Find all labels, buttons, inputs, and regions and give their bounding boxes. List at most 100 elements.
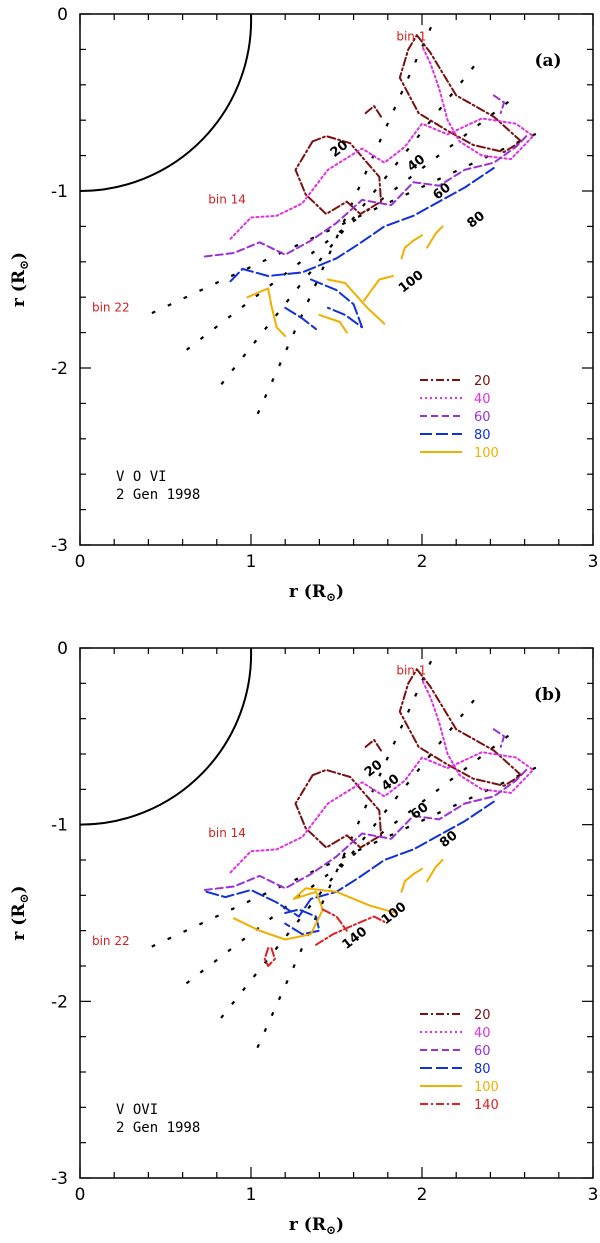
x-axis-title: r (R⊙) xyxy=(289,1215,344,1237)
y-tick-label: -2 xyxy=(51,992,68,1012)
x-axis-title: r (R⊙) xyxy=(289,582,344,604)
contour-label: 60 xyxy=(408,800,431,823)
legend-label: 20 xyxy=(474,1008,491,1023)
contour-100 xyxy=(362,275,394,302)
axis-ticks xyxy=(79,647,594,1179)
contour-40 xyxy=(229,44,535,240)
x-tick-label: 2 xyxy=(417,552,428,572)
bin-label: bin 1 xyxy=(396,664,426,678)
legend-label: 20 xyxy=(474,374,491,389)
bin-label: bin 1 xyxy=(396,30,426,44)
contour-20 xyxy=(398,34,523,154)
y-axis-title-sub: ⊙ xyxy=(17,260,31,270)
radial-dotted-line xyxy=(184,100,510,352)
legend-label: 60 xyxy=(474,1044,491,1059)
y-tick-label: -3 xyxy=(51,536,68,556)
panel-b: 0 1 2 30-1-2-3r (R⊙)r (R⊙)20406080100140bin… xyxy=(9,639,598,1237)
x-tick-label: 2 xyxy=(417,1185,428,1205)
y-tick-label: -2 xyxy=(51,359,68,379)
y-tick-label: 0 xyxy=(57,639,68,659)
contour-60 xyxy=(492,728,506,748)
contour-label: 60 xyxy=(430,180,453,203)
panel-label: (a) xyxy=(534,51,561,71)
contour-80 xyxy=(309,278,364,329)
contour-100 xyxy=(426,859,444,883)
legend: 20 40 60 80 100 xyxy=(420,374,499,461)
contour-100 xyxy=(400,867,423,893)
contour-100 xyxy=(318,313,348,334)
y-tick-label: -1 xyxy=(51,182,68,202)
panel-label: (b) xyxy=(534,685,562,705)
plot-frame xyxy=(79,13,594,546)
legend-label: 80 xyxy=(474,428,491,443)
annotation-text: V O VI xyxy=(116,469,167,485)
bin-label: bin 22 xyxy=(92,934,130,948)
contour-label: 40 xyxy=(405,152,428,175)
contour-label: 80 xyxy=(437,828,460,851)
legend-label: 80 xyxy=(474,1062,491,1077)
contour-label: 100 xyxy=(379,900,410,929)
legend-label: 140 xyxy=(474,1098,499,1113)
contour-label: 80 xyxy=(465,209,488,232)
y-axis-title-sub: ⊙ xyxy=(17,893,31,903)
x-tick-label: 3 xyxy=(588,1185,599,1205)
x-tick-label: 1 xyxy=(246,552,257,572)
contour-20 xyxy=(398,668,523,787)
contour-20 xyxy=(294,135,382,215)
x-tick-label: 1 xyxy=(246,1185,257,1205)
contour-100 xyxy=(246,287,287,338)
y-tick-label: -1 xyxy=(51,816,68,836)
y-axis-title-close: ) xyxy=(9,885,29,893)
x-axis-title-close: ) xyxy=(336,1215,344,1235)
x-axis-title-sub: ⊙ xyxy=(326,1223,336,1237)
contour-40 xyxy=(229,678,535,874)
contour-80 xyxy=(229,167,495,283)
contour-label: 40 xyxy=(379,772,402,795)
contour-label: 20 xyxy=(362,757,385,780)
annotation-text: V OVI xyxy=(116,1102,158,1118)
contour-140 xyxy=(321,908,348,932)
radial-dotted-line xyxy=(150,766,537,949)
x-tick-label: 3 xyxy=(588,552,599,572)
contour-20 xyxy=(294,768,382,849)
x-axis-title-sub: ⊙ xyxy=(326,590,336,604)
annotation-text: 2 Gen 1998 xyxy=(116,1120,200,1136)
radial-dotted-line xyxy=(252,26,433,423)
contour-20 xyxy=(364,738,382,752)
y-axis-title: r (R⊙) xyxy=(9,252,31,307)
contour-140 xyxy=(263,947,276,967)
solar-limb-arc xyxy=(79,647,253,826)
plot-frame xyxy=(79,647,594,1179)
contour-60 xyxy=(203,767,529,891)
contour-80 xyxy=(205,800,495,918)
contour-100 xyxy=(326,278,386,325)
legend-label: 100 xyxy=(474,446,499,461)
bin-label: bin 14 xyxy=(208,826,246,840)
x-axis-title-close: ) xyxy=(336,582,344,602)
y-axis-title-close: ) xyxy=(9,252,29,260)
contour-100 xyxy=(232,887,398,941)
legend-label: 40 xyxy=(474,392,491,407)
x-tick-label: 0 xyxy=(75,552,86,572)
solar-limb-arc xyxy=(79,13,253,192)
bin-label: bin 14 xyxy=(208,192,246,206)
x-tick-label: 0 xyxy=(75,1185,86,1205)
legend-label: 40 xyxy=(474,1026,491,1041)
y-tick-label: 0 xyxy=(57,5,68,25)
contour-label: 100 xyxy=(396,268,427,297)
contour-80 xyxy=(284,306,317,331)
y-tick-label: -3 xyxy=(51,1169,68,1189)
contour-100 xyxy=(400,234,423,260)
radial-dotted-line xyxy=(150,132,537,315)
legend-label: 100 xyxy=(474,1080,499,1095)
annotation-text: 2 Gen 1998 xyxy=(116,487,200,503)
axis-ticks xyxy=(79,13,594,546)
contour-100 xyxy=(426,225,444,249)
contour-20 xyxy=(364,105,382,118)
contour-140 xyxy=(315,915,386,946)
y-axis-title: r (R⊙) xyxy=(9,885,31,940)
contour-60 xyxy=(203,133,529,258)
contour-60 xyxy=(492,94,506,115)
legend-label: 60 xyxy=(474,410,491,425)
